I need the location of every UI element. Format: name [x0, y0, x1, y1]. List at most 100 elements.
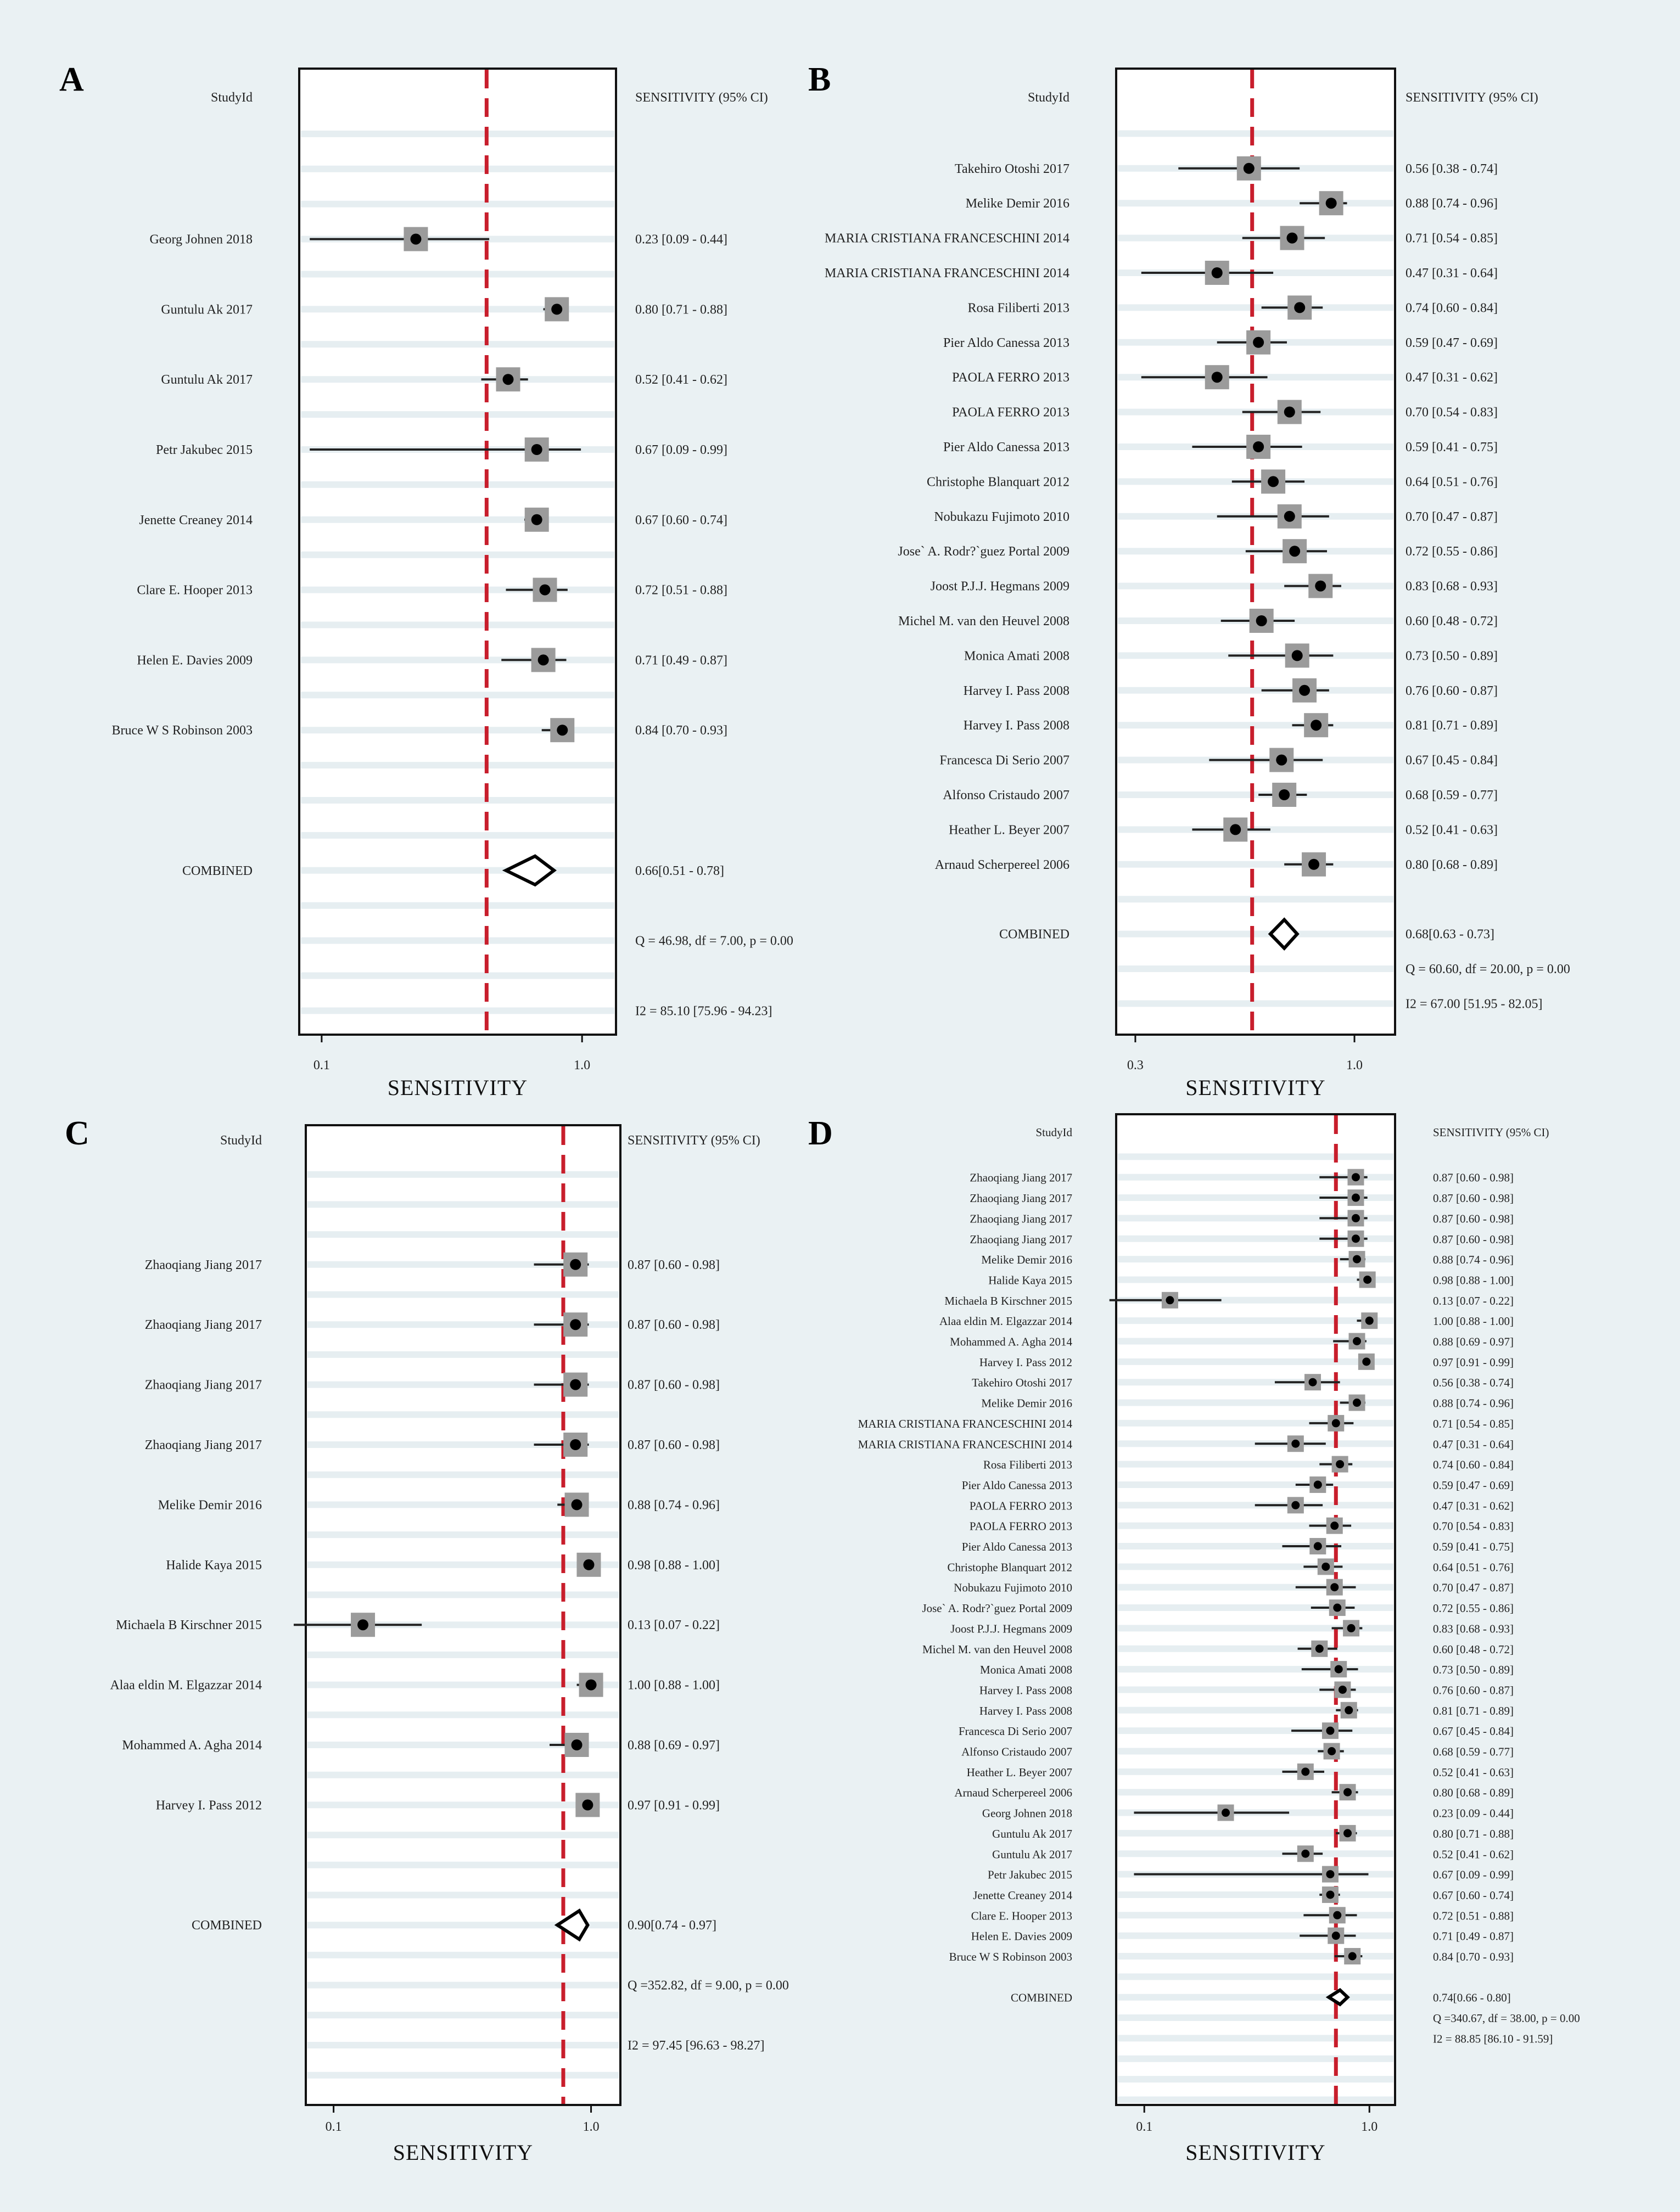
study-ci-label: 0.80 [0.68 - 0.89] [1433, 1786, 1514, 1799]
point-estimate [1301, 1767, 1310, 1776]
combined-diamond [1325, 1988, 1350, 2007]
point-estimate [1211, 372, 1223, 383]
study-ci-label: 0.72 [0.55 - 0.86] [1433, 1602, 1514, 1615]
point-estimate [1336, 1460, 1345, 1469]
study-name: Melike Demir 2016 [966, 197, 1069, 211]
point-estimate [1311, 720, 1322, 731]
point-estimate [1353, 1255, 1362, 1264]
study-ci-label: 0.71 [0.49 - 0.87] [635, 653, 727, 667]
heterogeneity-stat: I2 = 97.45 [96.63 - 98.27] [628, 2039, 765, 2053]
study-name: Bruce W S Robinson 2003 [949, 1950, 1072, 1963]
heterogeneity-stat: I2 = 67.00 [51.95 - 82.05] [1405, 997, 1543, 1011]
study-ci-label: 0.70 [0.47 - 0.87] [1405, 510, 1498, 524]
study-ci-label: 0.67 [0.60 - 0.74] [635, 513, 727, 527]
study-ci-label: 0.87 [0.60 - 0.98] [1433, 1233, 1514, 1246]
study-name: Alfonso Cristaudo 2007 [943, 788, 1069, 802]
point-estimate [1345, 1706, 1353, 1715]
point-estimate [1256, 615, 1267, 626]
point-estimate [1291, 650, 1303, 661]
combined-diamond [1268, 917, 1300, 951]
x-tick-label: 1.0 [574, 1058, 590, 1073]
study-name: Takehiro Otoshi 2017 [972, 1376, 1072, 1389]
point-estimate [1253, 336, 1264, 348]
study-name: Michaela B Kirschner 2015 [944, 1294, 1072, 1307]
heterogeneity-stat: Q = 46.98, df = 7.00, p = 0.00 [635, 934, 793, 948]
study-name: Mohammed A. Agha 2014 [122, 1738, 262, 1753]
study-name: Jose` A. Rodr?`guez Portal 2009 [922, 1602, 1072, 1615]
study-name: Harvey I. Pass 2008 [964, 718, 1069, 733]
panel-letter: B [808, 61, 831, 98]
forest-panel-d: D StudyId SENSITIVITY (95% CI) Zhaoqiang Ji… [808, 1113, 1580, 2165]
heterogeneity-stat: Q =340.67, df = 38.00, p = 0.00 [1433, 2012, 1580, 2025]
study-name: Georg Johnen 2018 [149, 233, 253, 247]
study-column-header: StudyId [1028, 91, 1069, 105]
heterogeneity-stat: I2 = 88.85 [86.10 - 91.59] [1433, 2032, 1553, 2045]
study-name: Jenette Creaney 2014 [973, 1889, 1072, 1902]
heterogeneity-stat: Q = 60.60, df = 20.00, p = 0.00 [1405, 962, 1570, 976]
study-ci-label: 0.76 [0.60 - 0.87] [1433, 1683, 1514, 1697]
study-name: Nobukazu Fujimoto 2010 [954, 1581, 1072, 1595]
study-name: Clare E. Hooper 2013 [971, 1909, 1072, 1922]
study-ci-label: 0.97 [0.91 - 0.99] [628, 1798, 720, 1812]
point-estimate [1331, 1419, 1340, 1428]
point-estimate [1334, 1665, 1343, 1674]
point-estimate [1284, 510, 1295, 522]
study-name: Nobukazu Fujimoto 2010 [934, 510, 1069, 524]
study-name: Guntulu Ak 2017 [992, 1848, 1072, 1861]
study-name: PAOLA FERRO 2013 [970, 1499, 1072, 1512]
point-estimate [1343, 1788, 1352, 1796]
point-estimate [1325, 198, 1337, 209]
study-name: MARIA CRISTIANA FRANCESCHINI 2014 [858, 1438, 1073, 1451]
heterogeneity-stat: I2 = 85.10 [75.96 - 94.23] [635, 1004, 772, 1018]
study-name: Takehiro Otoshi 2017 [955, 162, 1069, 176]
study-name: Joost P.J.J. Hegmans 2009 [950, 1622, 1072, 1635]
panel-letter: C [65, 1115, 89, 1152]
point-estimate [1348, 1952, 1357, 1961]
point-estimate [531, 444, 542, 455]
study-ci-label: 0.71 [0.54 - 0.85] [1405, 232, 1498, 246]
point-estimate [1166, 1296, 1174, 1305]
point-estimate [1326, 1890, 1335, 1899]
study-name: Georg Johnen 2018 [982, 1807, 1072, 1820]
point-estimate [1351, 1234, 1360, 1243]
study-ci-label: 0.72 [0.55 - 0.86] [1405, 544, 1498, 559]
study-name: Zhaoqiang Jiang 2017 [970, 1233, 1072, 1246]
point-estimate [1313, 1542, 1322, 1551]
point-estimate [1347, 1624, 1356, 1632]
study-ci-label: 0.70 [0.54 - 0.83] [1405, 406, 1498, 420]
study-ci-label: 0.71 [0.49 - 0.87] [1433, 1930, 1514, 1943]
point-estimate [1294, 302, 1306, 313]
forest-panel-c: C StudyId SENSITIVITY (95% CI) Zhaoqiang Ji… [65, 1115, 789, 2165]
study-ci-label: 0.52 [0.41 - 0.63] [1433, 1766, 1514, 1779]
study-name: Monica Amati 2008 [980, 1663, 1072, 1676]
study-ci-label: 0.60 [0.48 - 0.72] [1433, 1643, 1514, 1656]
study-name: Christophe Blanquart 2012 [948, 1560, 1072, 1574]
x-tick-label: 1.0 [1361, 2120, 1377, 2134]
point-estimate [1362, 1357, 1371, 1366]
study-ci-label: 0.47 [0.31 - 0.62] [1433, 1499, 1514, 1512]
study-name: Pier Aldo Canessa 2013 [962, 1479, 1072, 1492]
combined-label: COMBINED [999, 928, 1069, 942]
point-estimate [1351, 1173, 1360, 1182]
study-name: Guntulu Ak 2017 [161, 373, 253, 387]
point-estimate [1331, 1932, 1340, 1940]
point-estimate [570, 1439, 581, 1450]
x-tick-label: 1.0 [1346, 1058, 1363, 1073]
forest-panel-a: A StudyId SENSITIVITY (95% CI) Georg Johnen… [59, 61, 793, 1100]
point-estimate [1313, 1480, 1322, 1489]
study-ci-label: 0.60 [0.48 - 0.72] [1405, 614, 1498, 628]
study-ci-label: 0.70 [0.54 - 0.83] [1433, 1520, 1514, 1533]
study-ci-label: 0.70 [0.47 - 0.87] [1433, 1581, 1514, 1595]
point-estimate [583, 1559, 595, 1570]
point-estimate [582, 1799, 593, 1811]
study-ci-label: 0.88 [0.69 - 0.97] [1433, 1335, 1514, 1349]
study-name: PAOLA FERRO 2013 [970, 1520, 1072, 1533]
study-name: Zhaoqiang Jiang 2017 [970, 1171, 1072, 1184]
point-estimate [570, 1379, 581, 1390]
study-ci-label: 1.00 [0.88 - 1.00] [1433, 1315, 1514, 1328]
study-ci-label: 0.23 [0.09 - 0.44] [1433, 1807, 1514, 1820]
study-name: Mohammed A. Agha 2014 [950, 1335, 1072, 1349]
study-column-header: StudyId [1035, 1126, 1072, 1139]
